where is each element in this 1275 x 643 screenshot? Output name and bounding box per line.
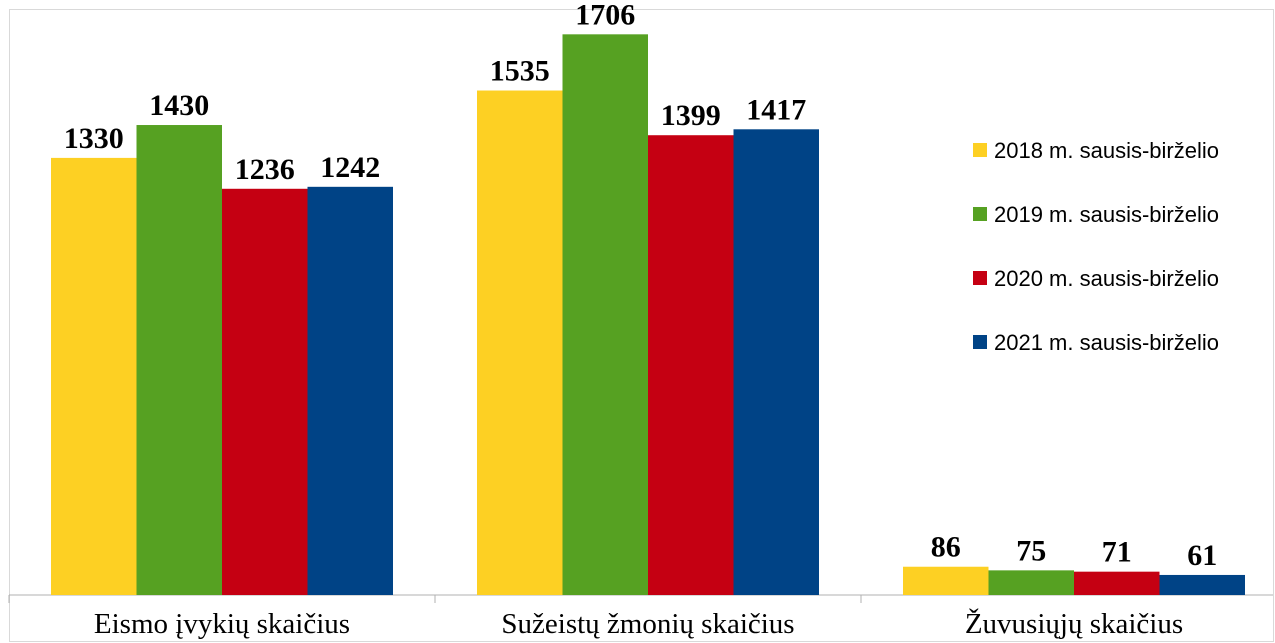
bar-zuvusiuju-skaicius-2020-m-sausis-birzelio — [1074, 571, 1160, 595]
value-label: 71 — [1102, 536, 1132, 569]
legend-swatch-2021-m-sausis-birzelio — [973, 335, 987, 349]
legend-swatch-2018-m-sausis-birzelio — [973, 143, 987, 157]
value-label: 1706 — [575, 0, 635, 31]
bar-suzeistu-zmoniu-skaicius-2021-m-sausis-birzelio — [733, 129, 819, 595]
legend: 2018 m. sausis-birželio 2019 m. sausis-bi… — [973, 138, 1219, 355]
legend-swatch-2020-m-sausis-birzelio — [973, 271, 987, 285]
x-axis-ticks — [8, 595, 862, 603]
bar-eismo-ivykiu-skaicius-2020-m-sausis-birzelio — [222, 188, 308, 596]
value-label: 1236 — [235, 153, 295, 186]
bar-suzeistu-zmoniu-skaicius-2020-m-sausis-birzelio — [648, 135, 734, 595]
bar-zuvusiuju-skaicius-2019-m-sausis-birzelio — [988, 570, 1074, 595]
value-label: 1330 — [64, 122, 124, 155]
category-label: Eismo įvykių skaičius — [94, 608, 350, 640]
bar-zuvusiuju-skaicius-2018-m-sausis-birzelio — [903, 566, 989, 595]
legend-label: 2019 m. sausis-birželio — [994, 202, 1219, 227]
value-label: 86 — [931, 531, 961, 564]
category-label: Sužeistų žmonių skaičius — [501, 608, 794, 640]
bar-eismo-ivykiu-skaicius-2021-m-sausis-birzelio — [307, 186, 393, 595]
legend-label: 2018 m. sausis-birželio — [994, 138, 1219, 163]
chart-border — [9, 9, 1274, 642]
category-label: Žuvusiųjų skaičius — [965, 607, 1183, 640]
value-label: 1535 — [490, 55, 550, 88]
bars — [51, 34, 1245, 596]
bar-zuvusiuju-skaicius-2021-m-sausis-birzelio — [1159, 574, 1245, 595]
value-labels: 1330 1430 1236 1242 1535 1706 1399 1417 86 75 71 61 — [64, 0, 1218, 572]
bar-eismo-ivykiu-skaicius-2019-m-sausis-birzelio — [136, 125, 222, 596]
value-label: 75 — [1016, 534, 1046, 567]
legend-label: 2021 m. sausis-birželio — [994, 330, 1219, 355]
legend-label: 2020 m. sausis-birželio — [994, 266, 1219, 291]
value-label: 61 — [1187, 539, 1217, 572]
bar-suzeistu-zmoniu-skaicius-2019-m-sausis-birzelio — [562, 34, 648, 595]
value-label: 1417 — [746, 93, 806, 126]
value-label: 1399 — [661, 99, 721, 132]
value-label: 1242 — [320, 151, 380, 184]
bar-eismo-ivykiu-skaicius-2018-m-sausis-birzelio — [51, 157, 137, 596]
value-label: 1430 — [149, 89, 209, 122]
legend-swatch-2019-m-sausis-birzelio — [973, 207, 987, 221]
category-labels: Eismo įvykių skaičius Sužeistų žmonių ska… — [94, 607, 1183, 640]
bar-suzeistu-zmoniu-skaicius-2018-m-sausis-birzelio — [477, 90, 563, 596]
